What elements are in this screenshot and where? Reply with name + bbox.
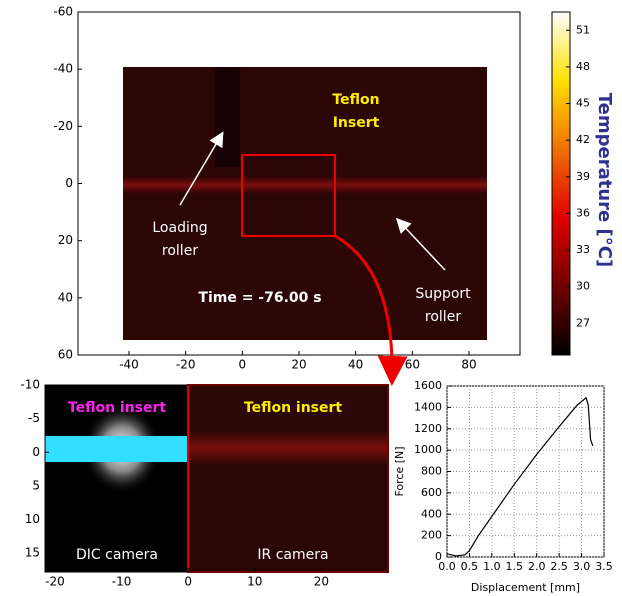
x-tick-label: 10	[247, 575, 262, 589]
y-tick-label: 0	[65, 176, 73, 190]
ir-band	[189, 430, 387, 466]
x-tick-label: 0	[184, 575, 192, 589]
annotation: Loading	[152, 220, 207, 236]
y-tick-label: 0	[435, 550, 442, 563]
y-tick-label: 60	[58, 348, 73, 362]
x-tick-label: 3.5	[595, 560, 613, 573]
y-tick-label: 1200	[414, 422, 442, 435]
colorbar-tick-label: 51	[576, 23, 590, 36]
x-tick-label: 40	[348, 358, 363, 372]
annotation: roller	[425, 309, 461, 325]
y-tick-label: 40	[58, 290, 73, 304]
y-tick-label: 5	[32, 478, 40, 492]
thermal-band	[123, 176, 487, 194]
annotation: IR camera	[257, 547, 328, 563]
y-tick-label: 1400	[414, 400, 442, 413]
y-tick-label: 10	[25, 512, 40, 526]
annotation: Time = -76.00 s	[198, 290, 321, 306]
x-tick-label: 20	[314, 575, 329, 589]
colorbar-tick-label: 42	[576, 133, 590, 146]
annotation: DIC camera	[76, 547, 158, 563]
x-tick-label: -20	[45, 575, 65, 589]
y-tick-label: 400	[421, 507, 442, 520]
colorbar-tick-label: 39	[576, 170, 590, 183]
colorbar-label: Temperature [°C]	[594, 93, 615, 267]
y-tick-label: 1600	[414, 379, 442, 392]
figure: -40 -20 0 20 40 60 80 -60 -40 -20 0 20 40 60 Teflon Ins…	[0, 0, 622, 596]
y-tick-label: -40	[53, 62, 73, 76]
thermal-shadow	[215, 67, 240, 167]
x-tick-label: 80	[461, 358, 476, 372]
y-tick-label: -20	[53, 119, 73, 133]
colorbar-tick-label: 48	[576, 60, 590, 73]
y-tick-label: -60	[53, 5, 73, 19]
x-tick-label: 2.0	[528, 560, 546, 573]
y-tick-label: 200	[421, 529, 442, 542]
x-axis-label: Displacement [mm]	[471, 581, 580, 594]
x-tick-label: 2.5	[550, 560, 568, 573]
y-tick-label: 1000	[414, 443, 442, 456]
x-tick-label: 60	[405, 358, 420, 372]
y-tick-label: 800	[421, 465, 442, 478]
colorbar-tick-label: 30	[576, 280, 590, 293]
teflon-band	[45, 436, 188, 462]
y-tick-label: 20	[58, 233, 73, 247]
x-tick-label: -20	[176, 358, 196, 372]
y-tick-label: 15	[25, 546, 40, 560]
y-tick-label: 600	[421, 486, 442, 499]
annotation: Insert	[333, 115, 380, 131]
x-tick-label: 0	[239, 358, 247, 372]
x-tick-label: 0.5	[461, 560, 479, 573]
y-tick-label: 0	[32, 445, 40, 459]
annotation: Support	[415, 286, 471, 302]
colorbar-tick-label: 45	[576, 97, 590, 110]
annotation: roller	[162, 243, 198, 259]
colorbar-tick-label: 27	[576, 316, 590, 329]
x-tick-label: 1.0	[483, 560, 501, 573]
x-tick-label: 20	[291, 358, 306, 372]
annotation: Teflon	[332, 92, 379, 108]
annotation: Teflon insert	[68, 400, 167, 416]
x-tick-label: 1.5	[506, 560, 524, 573]
colorbar-tick-label: 33	[576, 243, 590, 256]
annotation: Teflon insert	[244, 400, 343, 416]
y-axis-label: Force [N]	[393, 446, 406, 496]
y-tick-label: -5	[28, 411, 40, 425]
colorbar-tick-label: 36	[576, 206, 590, 219]
y-tick-label: -10	[20, 378, 40, 392]
colorbar	[552, 12, 570, 355]
x-tick-label: -40	[119, 358, 139, 372]
x-tick-label: 3.0	[573, 560, 591, 573]
x-tick-label: -10	[112, 575, 132, 589]
